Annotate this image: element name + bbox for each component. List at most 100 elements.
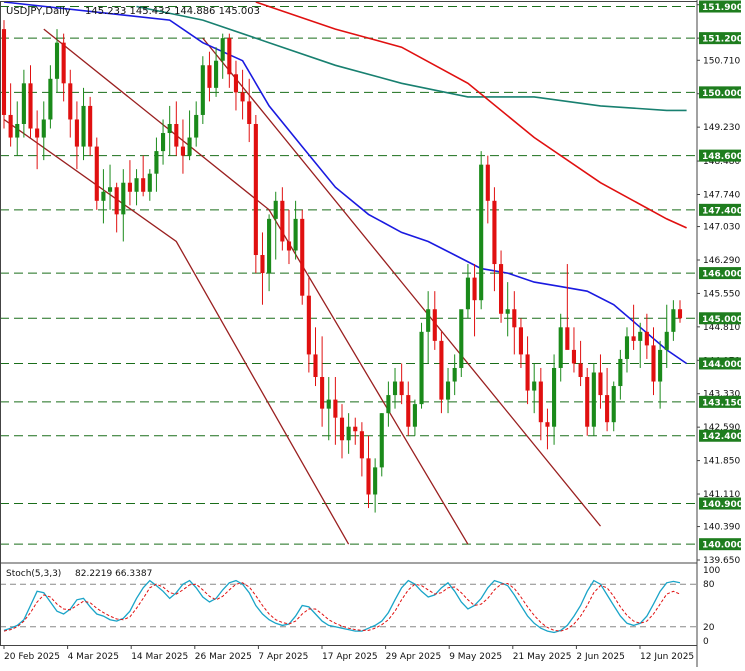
level-value-0: 151.900: [702, 3, 743, 13]
candle-body-30: [200, 65, 205, 115]
stoch-label: Stoch(5,3,3): [6, 569, 61, 579]
candle-16: [107, 164, 113, 210]
level-value-10: 140.900: [702, 500, 743, 510]
candle-9: [61, 33, 66, 102]
level-tag-11: [699, 538, 741, 551]
candle-body-33: [220, 38, 225, 61]
candle-body-14: [94, 146, 99, 201]
price-tick-label-4: 149.230: [703, 123, 740, 133]
candle-body-45: [300, 218, 305, 296]
level-tag-5: [699, 267, 741, 280]
level-value-4: 147.400: [702, 206, 743, 216]
candle-body-16: [107, 187, 113, 192]
plot-border: [0, 1, 698, 646]
candle-33: [220, 33, 225, 79]
candle-body-31: [207, 65, 212, 88]
candle-32: [214, 47, 219, 97]
level-labels: 151.900 151.200 150.000 148.600 147.400 146.0…: [699, 0, 743, 551]
candle-body-95: [631, 336, 636, 341]
candle-59: [392, 367, 398, 409]
candle-body-18: [121, 182, 126, 215]
level-value-7: 144.000: [702, 360, 743, 370]
candle-body-89: [591, 372, 596, 427]
date-label-8: 21 May 2025: [513, 652, 572, 662]
candle-body-57: [379, 413, 384, 468]
candle-body-12: [81, 105, 86, 147]
candle-body-69: [459, 309, 464, 368]
level-tag-1: [699, 32, 741, 45]
candle-body-27: [180, 146, 185, 156]
level-value-8: 143.150: [702, 398, 743, 408]
candle-71: [472, 264, 477, 337]
stoch-signal-line: [3, 582, 681, 632]
candle-body-48: [320, 377, 325, 409]
candle-body-26: [174, 123, 179, 147]
candle-body-8: [54, 42, 60, 79]
price-tick-label-15: 141.110: [703, 490, 740, 500]
candle-body-37: [247, 101, 252, 124]
candle-body-52: [346, 426, 351, 441]
candle-body-47: [313, 354, 318, 378]
candle-body-71: [472, 277, 477, 301]
candle-body-36: [240, 92, 245, 102]
level-tag-6: [699, 312, 741, 325]
price-tick-label-8: 146.290: [703, 256, 740, 266]
channel-line-1: [43, 28, 469, 545]
level-value-9: 142.400: [702, 432, 743, 442]
candle-37: [247, 78, 252, 143]
candle-body-53: [353, 426, 358, 432]
candle-93: [618, 349, 623, 400]
candle-body-58: [386, 395, 391, 414]
date-label-2: 14 Mar 2025: [131, 652, 188, 662]
candle-body-80: [532, 381, 537, 391]
candle-25: [167, 105, 172, 156]
candle-body-64: [426, 309, 431, 332]
candle-body-54: [359, 431, 364, 459]
candle-81: [538, 367, 543, 441]
candle-46: [306, 277, 311, 373]
price-tick-label-7: 147.030: [703, 223, 740, 233]
candle-68: [452, 354, 457, 396]
candle-body-9: [61, 42, 66, 84]
candle-94: [624, 327, 630, 373]
candle-body-50: [333, 399, 338, 418]
candle-body-82: [545, 422, 550, 427]
candle-body-72: [479, 164, 484, 301]
stoch-tick-0: 100: [703, 566, 720, 576]
candle-21: [141, 155, 146, 197]
date-label-9: 2 Jun 2025: [576, 652, 624, 662]
stochastic-panel: 100 80 20 0: [0, 566, 720, 647]
candle-76: [505, 282, 510, 337]
candle-body-92: [611, 386, 616, 423]
candle-70: [465, 264, 470, 319]
candle-80: [532, 363, 537, 414]
candle-29: [194, 101, 199, 147]
candle-body-38: [253, 123, 258, 256]
candle-body-98: [651, 345, 656, 382]
candle-body-73: [485, 164, 490, 201]
candle-body-20: [134, 178, 139, 192]
candle-17: [114, 182, 119, 233]
candle-26: [174, 101, 179, 156]
candle-73: [485, 155, 490, 224]
candle-85: [565, 264, 570, 350]
candle-body-56: [373, 467, 378, 495]
candle-body-81: [538, 381, 543, 423]
candle-45: [300, 209, 305, 305]
candle-8: [54, 29, 60, 93]
level-value-1: 151.200: [702, 35, 743, 45]
candle-body-0: [1, 29, 7, 115]
candle-body-88: [585, 377, 590, 427]
candle-95: [631, 304, 636, 350]
channel-line-2: [202, 37, 602, 527]
candle-body-43: [286, 241, 292, 251]
candle-body-75: [499, 264, 504, 314]
candle-body-74: [492, 200, 497, 265]
price-axis: 151.940151.200150.710149.970149.230148.4…: [697, 1, 740, 566]
chart-symbol: USDJPY,Daily: [6, 6, 71, 17]
candle-52: [346, 413, 351, 454]
candle-92: [611, 381, 616, 432]
candle-39: [260, 232, 265, 305]
date-label-6: 29 Apr 2025: [386, 652, 442, 662]
